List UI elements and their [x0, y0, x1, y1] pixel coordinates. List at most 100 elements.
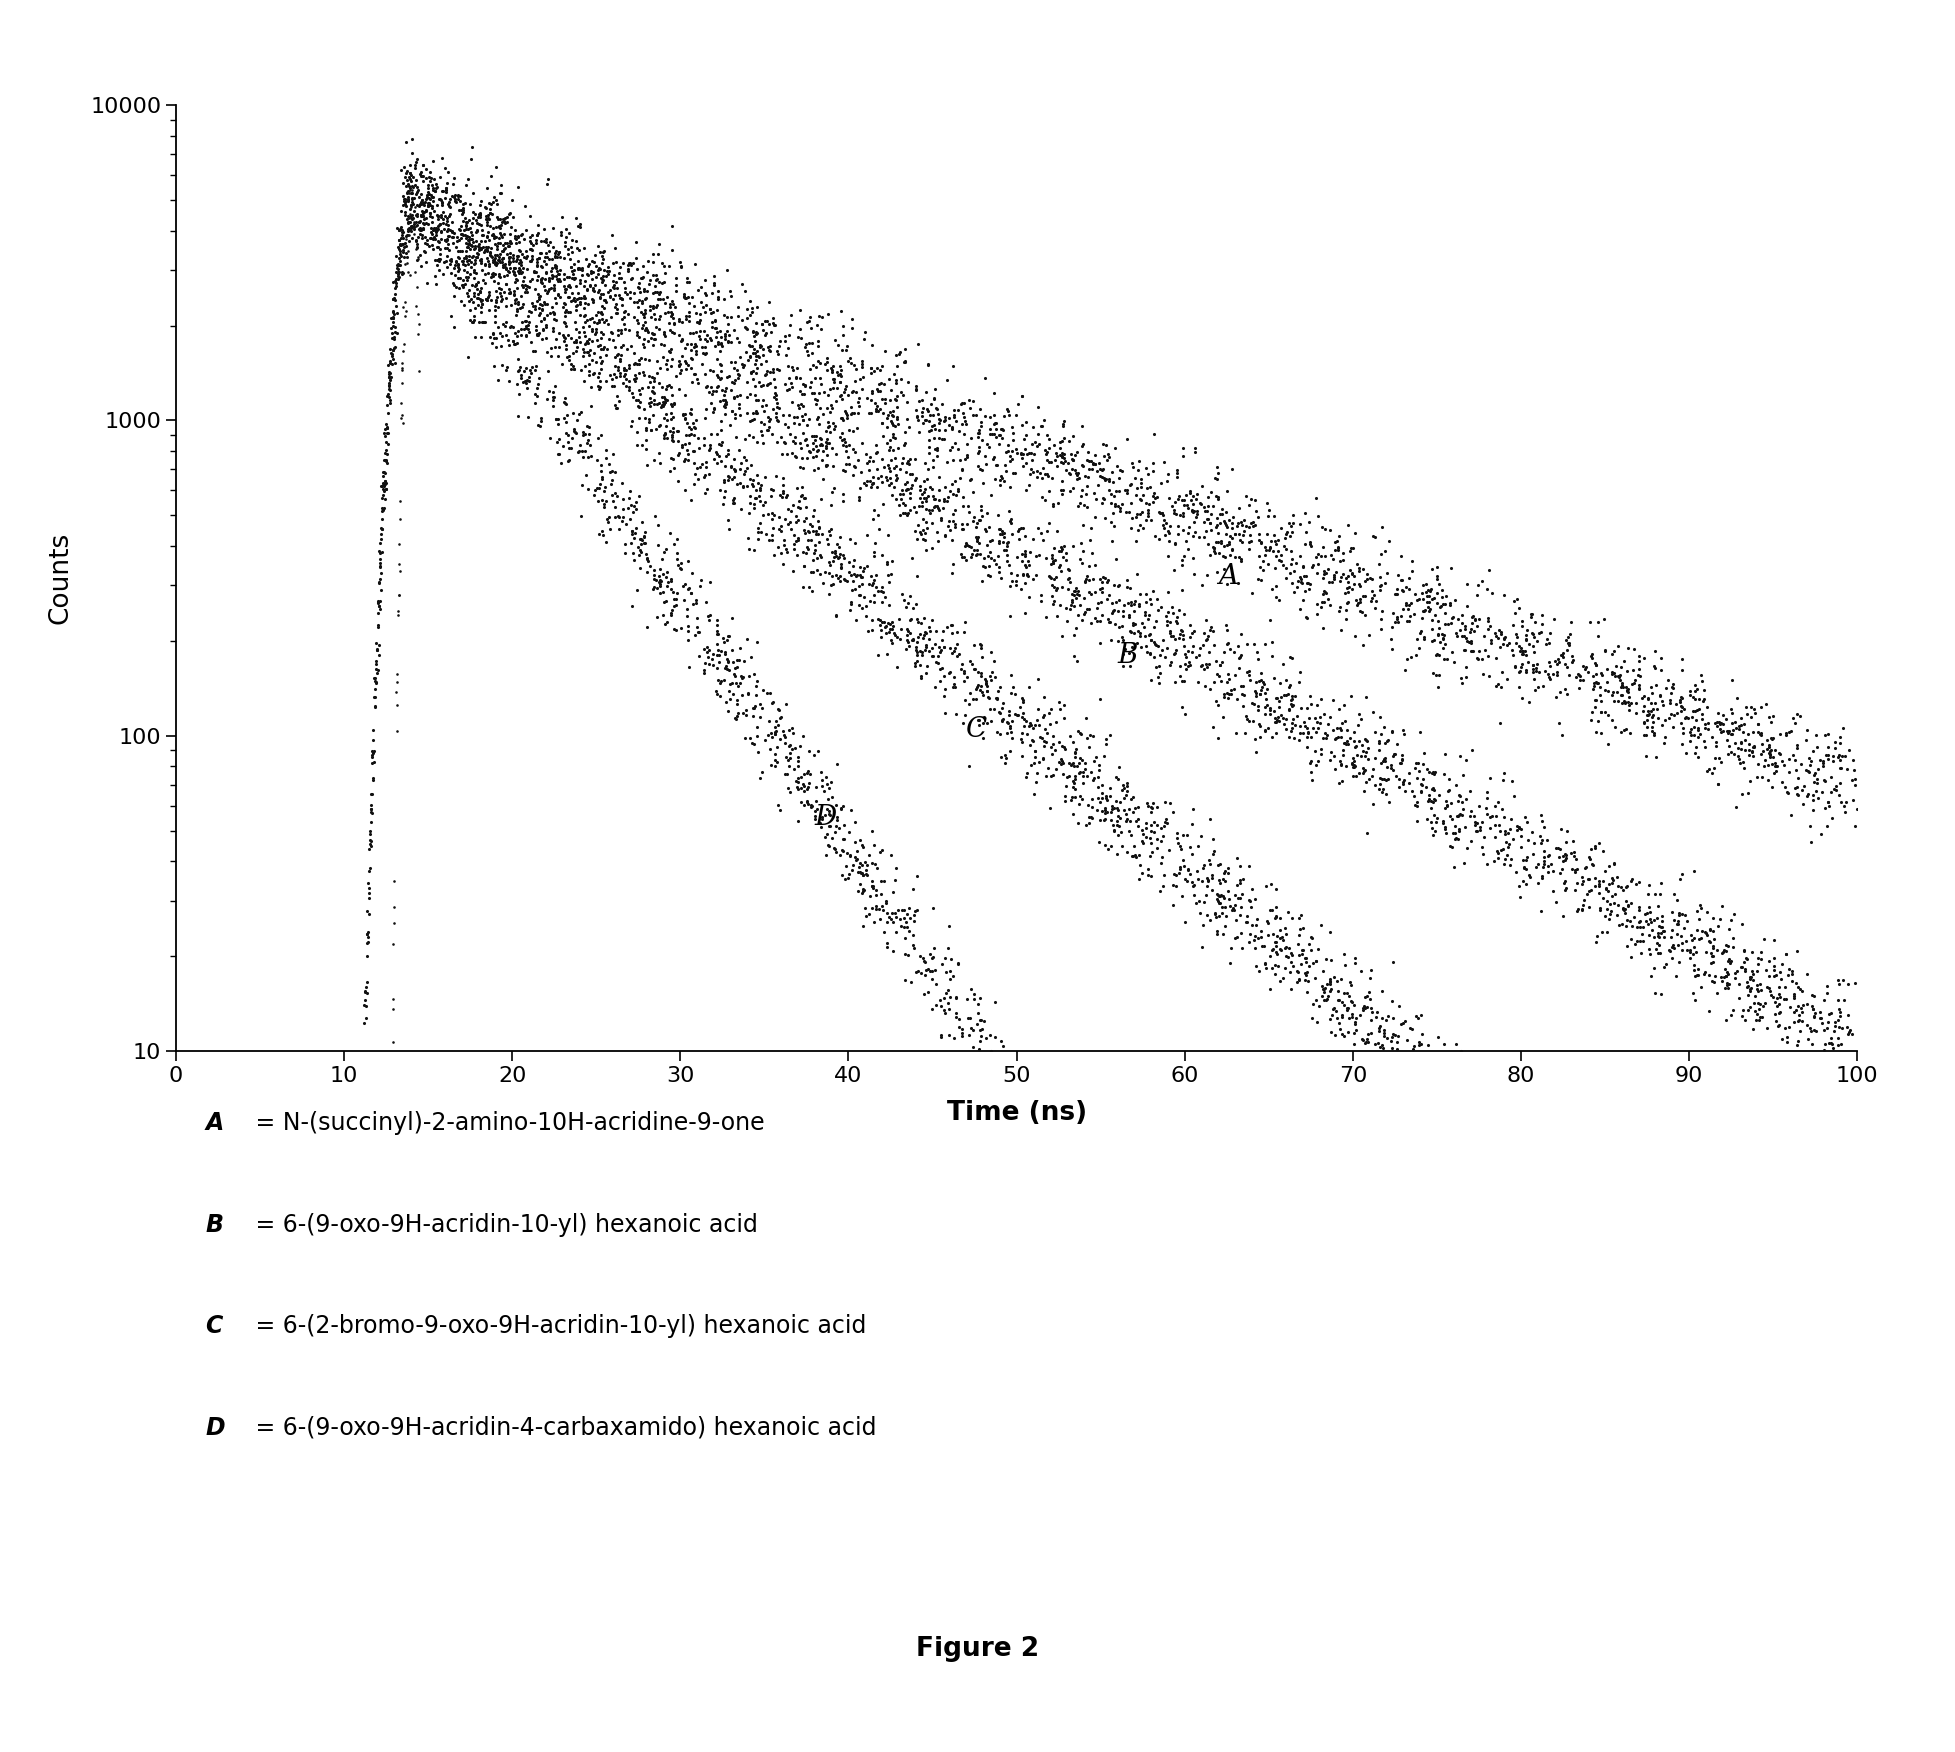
Point — [1429, 631, 1460, 659]
Point — [1539, 646, 1570, 675]
Point — [817, 368, 848, 396]
Point — [1282, 958, 1314, 986]
Point — [1812, 972, 1844, 1000]
Point — [729, 457, 760, 485]
Point — [1294, 936, 1325, 964]
Point — [727, 352, 759, 380]
Point — [438, 254, 469, 282]
Point — [481, 289, 512, 317]
Point — [602, 501, 633, 529]
Point — [991, 720, 1022, 748]
Point — [909, 636, 940, 664]
Point — [1716, 932, 1748, 960]
Point — [430, 228, 461, 256]
Point — [606, 342, 637, 370]
Point — [643, 389, 674, 417]
Point — [358, 766, 389, 794]
Point — [721, 687, 753, 715]
Point — [1746, 976, 1777, 1004]
Point — [845, 473, 876, 501]
Point — [1496, 815, 1527, 843]
Point — [500, 245, 532, 273]
Text: = 6-(9-oxo-9H-acridin-10-yl) hexanoic acid: = 6-(9-oxo-9H-acridin-10-yl) hexanoic ac… — [248, 1212, 759, 1237]
Point — [487, 287, 518, 315]
Point — [1517, 618, 1548, 646]
Point — [1269, 682, 1300, 710]
Point — [864, 611, 895, 639]
Point — [1644, 939, 1675, 967]
Point — [563, 254, 594, 282]
Point — [766, 424, 798, 452]
Point — [891, 615, 923, 643]
Point — [700, 331, 731, 359]
Point — [1327, 979, 1359, 1007]
Point — [1110, 566, 1142, 594]
Point — [1011, 449, 1042, 477]
Point — [1151, 809, 1183, 837]
Point — [716, 303, 747, 331]
Point — [463, 279, 495, 307]
Point — [1179, 561, 1210, 589]
Point — [1711, 937, 1742, 965]
Point — [907, 505, 938, 533]
Point — [854, 447, 886, 475]
Point — [1064, 759, 1095, 787]
Point — [1355, 985, 1386, 1013]
Point — [559, 265, 590, 293]
Point — [1320, 536, 1351, 564]
Point — [794, 436, 825, 464]
Point — [569, 308, 600, 336]
Point — [942, 396, 974, 424]
Point — [813, 520, 845, 548]
Point — [448, 207, 479, 235]
Point — [1421, 1023, 1453, 1051]
Point — [723, 699, 755, 727]
Point — [876, 547, 907, 575]
Point — [502, 259, 534, 287]
Point — [1341, 762, 1372, 790]
Point — [495, 259, 526, 287]
Point — [418, 177, 450, 205]
Point — [1093, 464, 1124, 492]
Point — [731, 471, 762, 499]
Point — [1204, 902, 1236, 930]
Point — [1112, 804, 1144, 832]
Point — [1742, 957, 1773, 985]
Point — [577, 265, 608, 293]
Point — [735, 489, 766, 517]
Point — [452, 279, 483, 307]
Point — [524, 364, 555, 392]
Point — [1331, 727, 1363, 755]
Point — [1654, 937, 1685, 965]
Point — [888, 585, 919, 613]
Point — [714, 655, 745, 683]
Point — [588, 245, 620, 273]
Point — [1683, 724, 1715, 752]
Point — [485, 214, 516, 242]
Point — [1599, 662, 1630, 690]
Point — [913, 496, 944, 524]
Point — [1009, 706, 1040, 734]
Point — [1748, 925, 1779, 953]
Point — [950, 445, 981, 473]
Point — [1181, 498, 1212, 526]
Point — [1488, 759, 1519, 787]
Point — [866, 622, 897, 650]
Point — [577, 277, 608, 305]
Point — [774, 401, 805, 429]
Point — [1073, 552, 1105, 580]
Point — [1148, 512, 1179, 540]
Point — [1331, 717, 1363, 745]
Point — [1138, 449, 1169, 477]
Point — [639, 561, 671, 589]
Point — [893, 480, 925, 508]
Point — [772, 375, 804, 403]
Point — [1443, 802, 1474, 830]
Point — [1161, 456, 1193, 484]
Point — [543, 333, 575, 361]
Point — [524, 291, 555, 319]
Point — [686, 350, 717, 378]
Point — [1040, 708, 1071, 736]
Point — [1630, 722, 1662, 750]
Point — [1013, 583, 1044, 611]
